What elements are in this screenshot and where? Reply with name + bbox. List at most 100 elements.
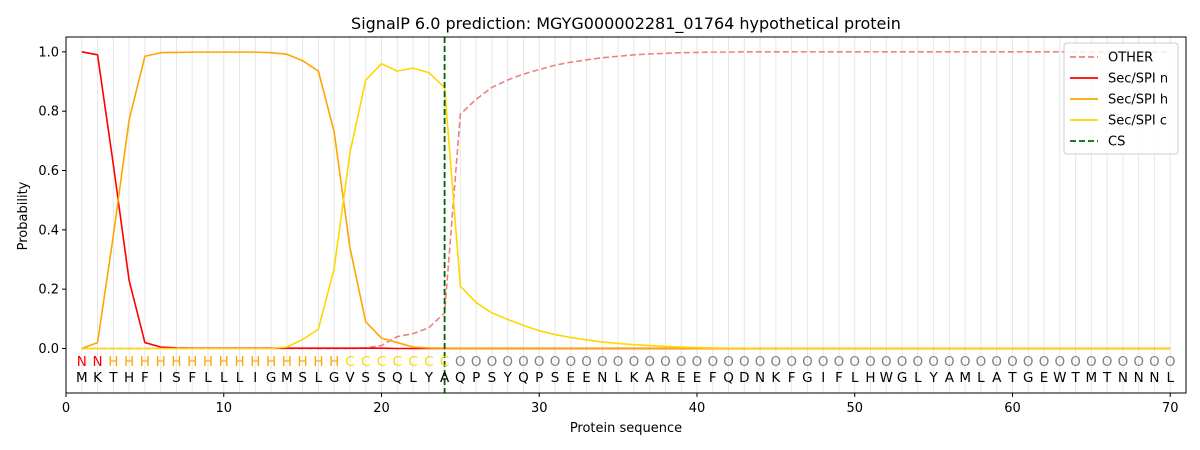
region-label: N (92, 354, 102, 370)
region-label: O (1070, 354, 1081, 370)
region-label: C (393, 354, 402, 370)
legend-label: Sec/SPI n (1108, 72, 1168, 87)
region-label: O (976, 354, 987, 370)
region-label: C (345, 354, 354, 370)
legend: OTHER Sec/SPI n Sec/SPI h Sec/SPI c CS (1063, 42, 1179, 155)
residue-label: W (880, 370, 893, 386)
residue-label: E (693, 370, 702, 386)
region-label: O (849, 354, 860, 370)
region-label: O (944, 354, 955, 370)
region-label: O (644, 354, 655, 370)
chart-title: SignalP 6.0 prediction: MGYG000002281_01… (351, 14, 901, 34)
region-label: O (629, 354, 640, 370)
residue-label: I (821, 370, 825, 386)
region-label: O (613, 354, 624, 370)
region-label: O (897, 354, 908, 370)
plot-frame (65, 36, 1187, 394)
y-tick-label: 0.2 (38, 283, 59, 298)
residue-label: N (1149, 370, 1159, 386)
region-label: O (881, 354, 892, 370)
legend-label: Sec/SPI h (1108, 93, 1168, 108)
y-axis-title: Probability (16, 181, 31, 250)
residue-label: R (661, 370, 670, 386)
residue-label: M (959, 370, 971, 386)
region-label: C (440, 354, 449, 370)
legend-label: CS (1108, 135, 1125, 150)
residue-label: T (1070, 370, 1080, 386)
residue-label: T (1102, 370, 1112, 386)
residue-label: F (788, 370, 796, 386)
x-tick-label: 60 (1004, 401, 1021, 416)
residue-label: S (172, 370, 181, 386)
residue-label: N (1118, 370, 1128, 386)
region-label: O (565, 354, 576, 370)
region-label: C (424, 354, 433, 370)
residue-label: M (281, 370, 293, 386)
residue-label: T (108, 370, 118, 386)
residue-label: L (851, 370, 859, 386)
region-label: O (1007, 354, 1018, 370)
region-label: O (502, 354, 513, 370)
residue-label: L (409, 370, 417, 386)
residue-label: G (802, 370, 812, 386)
residue-label: S (361, 370, 370, 386)
residue-label: F (188, 370, 196, 386)
region-label: O (1149, 354, 1160, 370)
region-label: O (834, 354, 845, 370)
residue-label: E (1040, 370, 1049, 386)
residue-label: L (614, 370, 622, 386)
region-label: O (518, 354, 529, 370)
region-label: H (266, 354, 276, 370)
region-label: H (250, 354, 260, 370)
residue-label: A (992, 370, 1002, 386)
residue-label: T (1007, 370, 1017, 386)
residue-label: S (298, 370, 307, 386)
region-label: O (928, 354, 939, 370)
residue-label: L (977, 370, 985, 386)
region-label: O (723, 354, 734, 370)
region-label: O (676, 354, 687, 370)
series-lines (81, 51, 1171, 350)
residue-label: A (645, 370, 655, 386)
region-label: H (187, 354, 197, 370)
residue-label: G (266, 370, 276, 386)
region-label: H (171, 354, 181, 370)
grid-lines (81, 37, 1171, 393)
residue-label: G (897, 370, 907, 386)
x-tick-label: 70 (1162, 401, 1179, 416)
y-tick-label: 1.0 (38, 45, 59, 60)
region-label: H (313, 354, 323, 370)
residue-label: F (835, 370, 843, 386)
x-tick-label: 40 (689, 401, 706, 416)
residue-label: E (567, 370, 576, 386)
residue-label: G (1023, 370, 1033, 386)
region-label: O (802, 354, 813, 370)
region-label: H (298, 354, 308, 370)
residue-label: M (76, 370, 88, 386)
x-tick-label: 10 (215, 401, 232, 416)
residue-label: Y (928, 370, 938, 386)
region-label: O (692, 354, 703, 370)
region-label: O (1039, 354, 1050, 370)
region-label: O (1086, 354, 1097, 370)
region-label: C (377, 354, 386, 370)
residue-label: Q (392, 370, 403, 386)
residue-label: Y (424, 370, 434, 386)
region-label: O (487, 354, 498, 370)
x-axis-title: Protein sequence (570, 421, 682, 436)
residue-label: Q (723, 370, 734, 386)
residue-label: N (755, 370, 765, 386)
region-label: O (913, 354, 924, 370)
y-tick-label: 0.6 (38, 164, 59, 179)
region-label: O (1165, 354, 1176, 370)
residue-label: Q (518, 370, 529, 386)
residue-label: Y (503, 370, 513, 386)
region-label: O (581, 354, 592, 370)
region-label: H (282, 354, 292, 370)
region-label: O (597, 354, 608, 370)
residue-label: N (1134, 370, 1144, 386)
x-tick-label: 0 (62, 401, 70, 416)
residue-label: W (1053, 370, 1066, 386)
legend-label: Sec/SPI c (1108, 114, 1167, 129)
sequence-annotation: NMNKHTHHHFHIHSHFHLHLHLHIHGHMHSHLHGCVCSCS… (76, 354, 1176, 386)
